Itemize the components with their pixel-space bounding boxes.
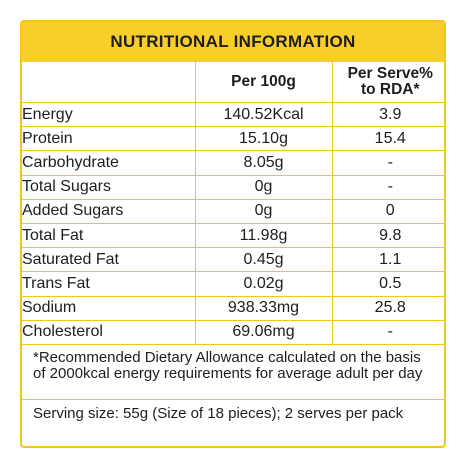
- per-100g-value: 0.02g: [194, 271, 333, 297]
- per-100g-value: 11.98g: [194, 222, 333, 249]
- table-header-row: Per 100g Per Serve% to RDA*: [22, 62, 444, 103]
- nutrient-name: Added Sugars: [22, 198, 196, 224]
- table-row: Added Sugars 0g 0: [22, 198, 444, 224]
- table-row: Total Sugars 0g -: [22, 174, 444, 200]
- per-serve-value: 25.8: [331, 295, 444, 321]
- table-row: Protein 15.10g 15.4: [22, 126, 444, 152]
- per-serve-value: 9.8: [331, 222, 444, 249]
- serving-info: Serving size: 55g (Size of 18 pieces); 2…: [33, 404, 404, 422]
- nutrient-name: Protein: [22, 126, 196, 152]
- per-serve-value: -: [331, 150, 444, 176]
- per-100g-value: 0g: [194, 174, 333, 200]
- per-serve-value: 3.9: [331, 101, 444, 128]
- table-row: Energy 140.52Kcal 3.9: [22, 101, 444, 128]
- table-row: Total Fat 11.98g 9.8: [22, 222, 444, 249]
- per-serve-value: 15.4: [331, 126, 444, 152]
- per-serve-column-header: Per Serve% to RDA*: [331, 62, 444, 103]
- nutrition-panel: NUTRITIONAL INFORMATION Per 100g Per Ser…: [20, 20, 446, 448]
- nutrient-column-header: [22, 62, 196, 103]
- per-serve-value: 0: [331, 198, 444, 224]
- per-serve-value: -: [331, 174, 444, 200]
- per-100g-value: 938.33mg: [194, 295, 333, 321]
- nutrient-name: Saturated Fat: [22, 247, 196, 273]
- per-100g-value: 8.05g: [194, 150, 333, 176]
- per-100g-value: 140.52Kcal: [194, 101, 333, 128]
- table-row: Cholesterol 69.06mg -: [22, 319, 444, 345]
- per-100g-value: 15.10g: [194, 126, 333, 152]
- nutrition-table: Per 100g Per Serve% to RDA* Energy 140.52…: [22, 62, 444, 345]
- nutrient-name: Carbohydrate: [22, 150, 196, 176]
- nutrient-name: Total Fat: [22, 222, 196, 249]
- nutrient-name: Trans Fat: [22, 271, 196, 297]
- nutrient-name: Total Sugars: [22, 174, 196, 200]
- panel-title: NUTRITIONAL INFORMATION: [22, 22, 444, 62]
- per-100g-value: 0g: [194, 198, 333, 224]
- nutrient-name: Sodium: [22, 295, 196, 321]
- per-serve-value: 0.5: [331, 271, 444, 297]
- per-100g-value: 0.45g: [194, 247, 333, 273]
- per-serve-value: 1.1: [331, 247, 444, 273]
- per-100g-value: 69.06mg: [194, 319, 333, 345]
- table-row: Trans Fat 0.02g 0.5: [22, 271, 444, 297]
- rda-footnote: *Recommended Dietary Allowance calculate…: [22, 345, 444, 400]
- nutrient-name: Energy: [22, 101, 196, 128]
- table-row: Sodium 938.33mg 25.8: [22, 295, 444, 321]
- table-row: Carbohydrate 8.05g -: [22, 150, 444, 176]
- per-serve-header-line-1: Per Serve%: [347, 65, 433, 82]
- table-row: Saturated Fat 0.45g 1.1: [22, 247, 444, 273]
- per-100g-column-header: Per 100g: [194, 62, 333, 103]
- nutrient-name: Cholesterol: [22, 319, 196, 345]
- per-serve-value: -: [331, 319, 444, 345]
- per-serve-header-line-2: to RDA*: [360, 81, 420, 98]
